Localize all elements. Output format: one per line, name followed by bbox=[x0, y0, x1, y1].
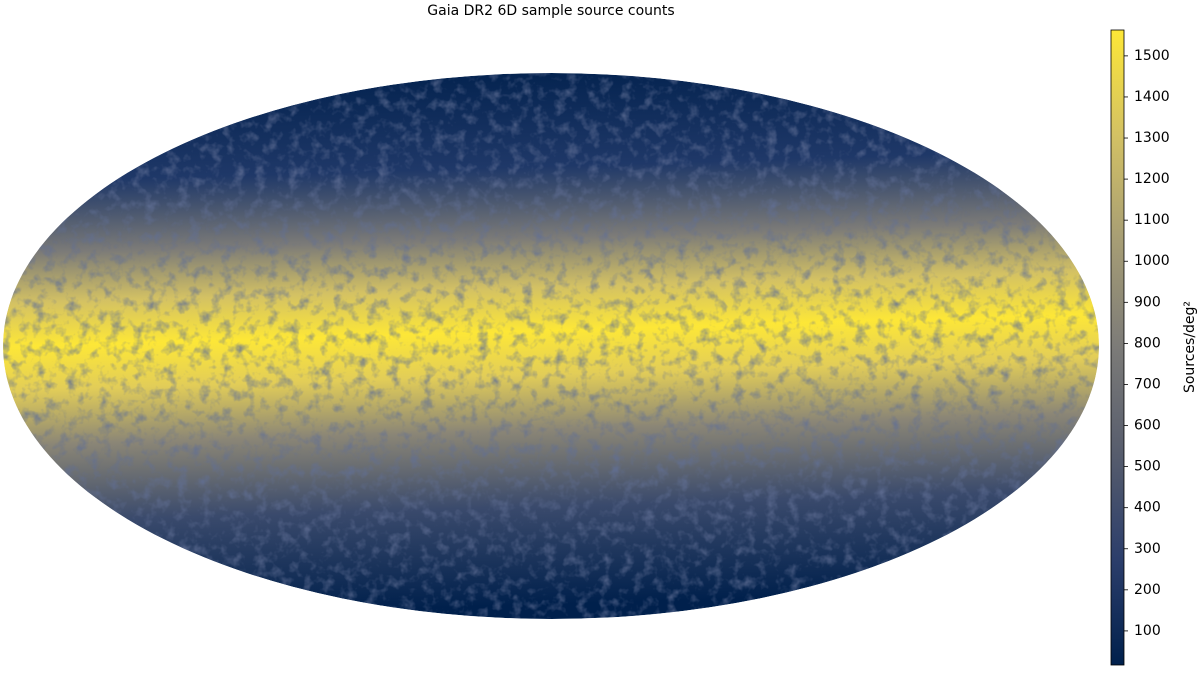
colorbar-tick-label: 1500 bbox=[1134, 48, 1170, 64]
colorbar-label: Sources/deg² bbox=[1182, 301, 1198, 393]
colorbar-tick-label: 1400 bbox=[1134, 89, 1170, 105]
colorbar-tick-label: 1300 bbox=[1134, 130, 1170, 146]
colorbar-tick-label: 200 bbox=[1134, 582, 1161, 598]
colorbar-tick-label: 500 bbox=[1134, 459, 1161, 475]
colorbar-tick-label: 700 bbox=[1134, 376, 1161, 392]
colorbar-tick-label: 1100 bbox=[1134, 212, 1170, 228]
colorbar-tick-label: 400 bbox=[1134, 500, 1161, 516]
title: Gaia DR2 6D sample source counts bbox=[427, 3, 674, 19]
colorbar-tick-label: 1000 bbox=[1134, 253, 1170, 269]
colorbar-tick-label: 100 bbox=[1134, 623, 1161, 639]
sky-texture bbox=[3, 73, 1099, 619]
colorbar-tick-label: 900 bbox=[1134, 294, 1161, 310]
colorbar bbox=[1110, 29, 1125, 666]
colorbar-tick-label: 800 bbox=[1134, 335, 1161, 351]
colorbar-tick-label: 600 bbox=[1134, 418, 1161, 434]
colorbar-tick-label: 1200 bbox=[1134, 171, 1170, 187]
sky-map bbox=[3, 73, 1099, 619]
colorbar-tick-label: 300 bbox=[1134, 541, 1161, 557]
